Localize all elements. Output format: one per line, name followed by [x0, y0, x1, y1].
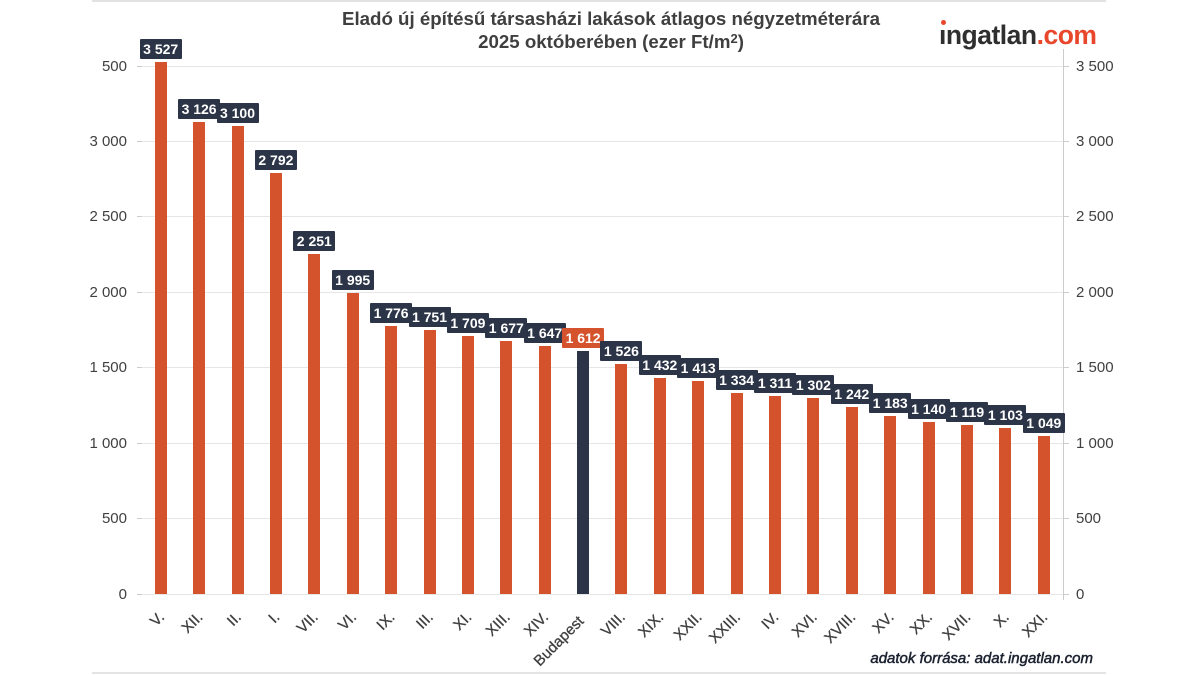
svg-text:VIII.: VIII.: [598, 609, 629, 640]
svg-text:X.: X.: [991, 609, 1013, 631]
svg-text:III.: III.: [413, 609, 437, 633]
svg-text:V.: V.: [147, 609, 168, 630]
svg-text:I.: I.: [265, 609, 283, 627]
svg-text:VI.: VI.: [335, 609, 360, 634]
svg-text:XV.: XV.: [869, 609, 897, 637]
svg-text:II.: II.: [224, 609, 245, 630]
svg-text:XVIII.: XVIII.: [821, 609, 859, 647]
svg-text:XXII.: XXII.: [671, 609, 706, 644]
svg-text:XI.: XI.: [450, 609, 475, 634]
svg-text:XVII.: XVII.: [939, 609, 974, 644]
svg-text:XII.: XII.: [178, 609, 206, 637]
svg-text:XX.: XX.: [907, 609, 936, 638]
svg-text:XXI.: XXI.: [1019, 609, 1051, 641]
svg-text:VII.: VII.: [294, 609, 322, 637]
svg-text:XIII.: XIII.: [483, 609, 514, 640]
svg-text:IX.: IX.: [373, 609, 398, 634]
svg-text:XIX.: XIX.: [635, 609, 667, 641]
svg-text:XXIII.: XXIII.: [706, 609, 744, 647]
svg-text:IV.: IV.: [758, 609, 782, 633]
svg-text:XVI.: XVI.: [789, 609, 821, 641]
svg-text:XIV.: XIV.: [521, 609, 552, 640]
